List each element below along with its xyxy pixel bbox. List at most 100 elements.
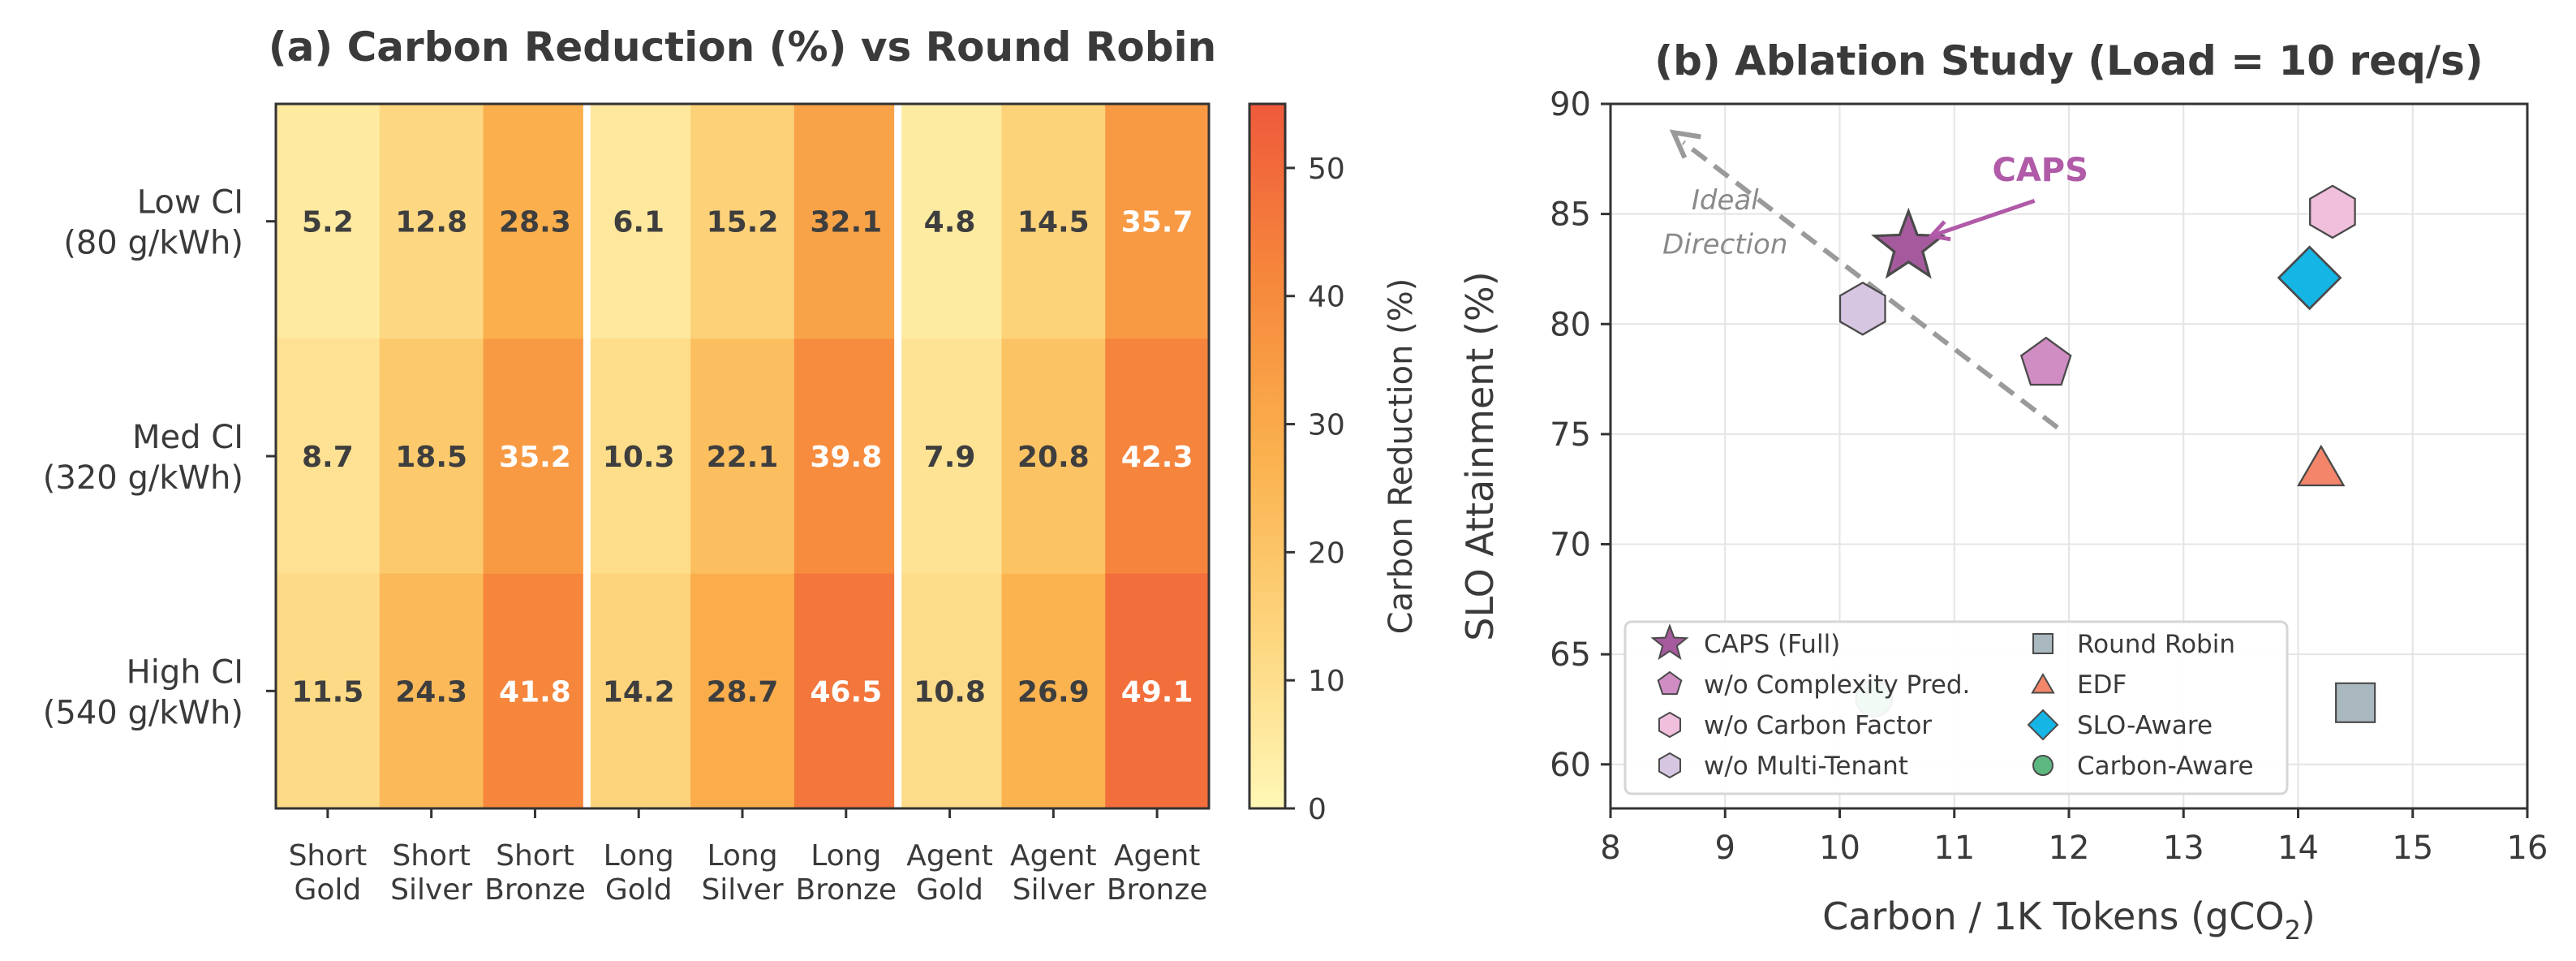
col-label: Bronze [484,873,586,907]
cell-label: 14.2 [603,675,675,709]
heatmap-cell [276,573,381,809]
cell-label: 8.7 [302,441,354,474]
cell-label: 24.3 [395,675,467,709]
legend: CAPS (Full) w/o Complexity Pred. w/o Carbo… [1623,620,2289,795]
heatmap-cell [793,104,899,339]
legend-marker [2031,673,2055,694]
x-tick-label: 10 [1819,830,1860,867]
scatter-point [2297,444,2346,487]
cell-label: 4.8 [924,206,976,239]
legend-label: Carbon-Aware [2077,752,2254,781]
x-tick-label: 12 [2049,830,2090,867]
legend-box [1623,620,2289,795]
legend-label: EDF [2077,670,2127,700]
col-label: Bronze [795,873,897,907]
x-tick-label: 13 [2163,830,2204,867]
legend-label: CAPS (Full) [1704,630,1840,659]
colorbar-tick-label: 40 [1308,281,1345,314]
cell-label: 10.3 [603,441,675,474]
scatter-point [2277,245,2342,311]
heatmap-cell [690,573,795,809]
y-tick-label: 75 [1550,416,1591,454]
cell-label: 12.8 [395,206,467,239]
heatmap-cell [1105,573,1210,809]
cell-label: 39.8 [810,441,882,474]
heatmap-panel: (a) Carbon Reduction (%) vs Round Robin 5… [43,24,1420,907]
scatter-title: (b) Ablation Study (Load = 10 req/s) [1654,37,2483,84]
legend-marker [2027,709,2059,741]
x-tick-label: 9 [1715,830,1735,867]
col-label: Gold [916,873,983,907]
legend-marker [2032,755,2053,776]
legend-label: w/o Carbon Factor [1704,711,1932,740]
x-axis-label: Carbon / 1K Tokens (gCO2) [1822,894,2316,946]
x-tick-label: 16 [2507,830,2548,867]
heatmap-cell [1001,104,1106,339]
col-label: Agent [1114,839,1201,873]
heatmap-cell [1001,338,1106,575]
col-label: Short [496,839,574,873]
y-tick-label: 90 [1550,86,1591,123]
row-label: Low CI [137,184,243,222]
cell-label: 7.9 [924,441,976,474]
row-label: (80 g/kWh) [63,225,243,262]
cell-label: 32.1 [810,206,882,239]
x-tick-label: 8 [1600,830,1620,867]
col-label: Silver [1013,873,1094,907]
cell-label: 42.3 [1121,441,1193,474]
y-tick-label: 60 [1550,747,1591,784]
cell-label: 10.8 [914,675,986,709]
heatmap-cell [276,104,381,339]
legend-marker [1658,711,1681,739]
row-label: Med CI [132,419,243,456]
cell-label: 15.2 [707,206,779,239]
scatter-point [2335,682,2376,723]
cell-label: 35.7 [1121,206,1193,239]
caps-annotation-arrow-head [1927,220,1951,242]
scatter-point [2019,336,2072,386]
caps-annotation-arrow [1930,198,2036,239]
cell-label: 20.8 [1017,441,1090,474]
y-axis-label: SLO Attainment (%) [1458,271,1502,640]
heatmap-cell [1105,104,1210,339]
heatmap-cell [587,338,691,575]
heatmap-cell [276,338,381,575]
heatmap-cell [587,104,691,339]
colorbar [1248,102,1287,810]
cell-label: 35.2 [499,441,571,474]
col-label: Short [392,839,471,873]
x-tick-label: 11 [1933,830,1975,867]
col-label: Agent [906,839,993,873]
cell-label: 49.1 [1121,675,1193,709]
ideal-arrow-head [1669,129,1701,159]
heatmap-cell [379,573,484,809]
legend-label: w/o Complexity Pred. [1704,670,1970,700]
cell-label: 46.5 [810,675,882,709]
col-label: Silver [390,873,472,907]
colorbar-tick-label: 30 [1308,409,1345,442]
cell-label: 14.5 [1017,206,1090,239]
heatmap-cell [483,338,587,575]
heatmap-cell [1105,338,1210,575]
heatmap-cell [897,573,1002,809]
legend-marker [1657,670,1683,696]
caps-annotation: CAPS [1992,152,2088,189]
y-tick-label: 80 [1550,306,1591,343]
y-tick-label: 70 [1550,527,1591,564]
heatmap-cell [690,104,795,339]
scatter-point [2309,184,2356,239]
ideal-direction-arrow [1681,140,2059,430]
heatmap-title: (a) Carbon Reduction (%) vs Round Robin [269,24,1217,71]
col-label: Bronze [1107,873,1208,907]
row-label: High CI [127,653,243,691]
heatmap-cell [379,104,484,339]
legend-label: SLO-Aware [2077,711,2213,740]
scatter-point [1838,281,1886,336]
heatmap-cell [793,573,899,809]
cell-label: 41.8 [499,675,571,709]
col-label: Silver [701,873,783,907]
legend-marker [2032,633,2053,654]
col-label: Long [604,839,674,873]
col-label: Gold [605,873,673,907]
